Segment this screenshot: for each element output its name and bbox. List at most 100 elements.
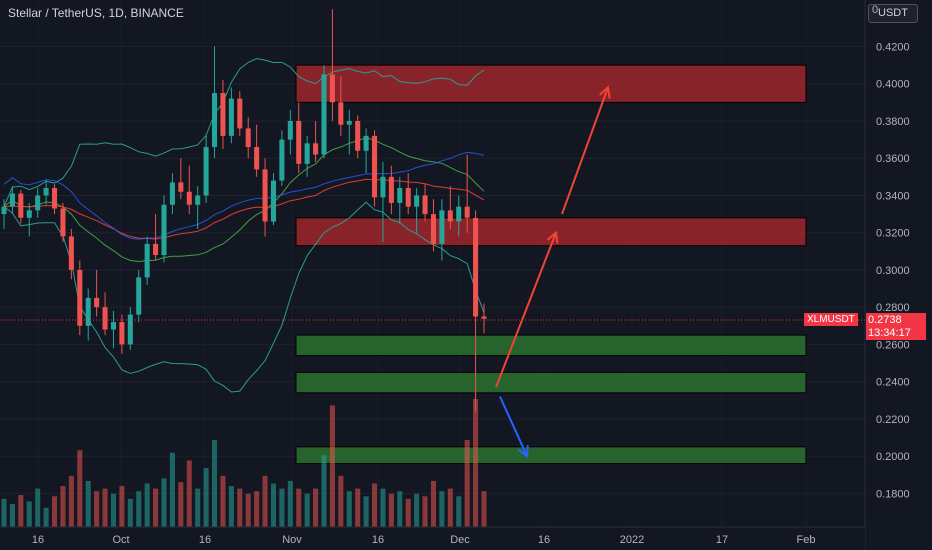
candle-body <box>329 74 335 103</box>
volume-bar <box>447 488 453 527</box>
volume-bar <box>372 483 378 527</box>
time-tick-label: Nov <box>282 534 302 546</box>
time-tick-label: 17 <box>716 534 728 546</box>
volume-bar <box>279 488 285 527</box>
time-axis-ticks: 16 Oct 16 Nov 16 Dec 16 2022 17 Feb <box>32 534 816 546</box>
volume-bar <box>195 488 201 527</box>
candle-body <box>405 188 411 207</box>
current-price-value: 0.2738 <box>866 313 926 327</box>
arrow-up-to-resistance <box>495 230 559 388</box>
volume-bar <box>237 488 243 527</box>
candle-body <box>473 217 479 317</box>
candle-body <box>397 188 403 203</box>
candle-body <box>212 93 218 148</box>
price-axis-top-partial: 0 <box>872 4 879 16</box>
candle-body <box>338 102 344 125</box>
time-tick-label: Oct <box>112 534 129 546</box>
price-tick-label: 0.2800 <box>876 302 910 314</box>
support-zone <box>295 446 807 465</box>
volume-bar <box>456 496 462 527</box>
volume-bar <box>9 503 15 527</box>
volume-bar <box>254 491 260 527</box>
candle-body <box>1 206 7 215</box>
candle-body <box>346 120 352 125</box>
volume-bar <box>228 486 234 527</box>
volume-bar <box>245 493 251 527</box>
volume-bar <box>212 439 218 527</box>
volume-bar <box>77 450 83 527</box>
candle-body <box>60 208 66 237</box>
volume-bar <box>363 496 369 527</box>
volume-bars <box>1 399 487 527</box>
candle-body <box>153 243 159 256</box>
candle-body <box>119 322 125 345</box>
candle-body <box>456 206 462 222</box>
time-tick-label: 16 <box>372 534 384 546</box>
candle-body <box>414 195 420 207</box>
candle-body <box>464 206 470 218</box>
volume-bar <box>43 507 49 527</box>
currency-button[interactable]: USDT <box>868 4 918 23</box>
candle-body <box>296 120 302 164</box>
volume-bar <box>439 491 445 527</box>
volume-bar <box>220 475 226 527</box>
candle-body <box>287 120 293 140</box>
arrow-up-to-resistance-shaft <box>495 232 557 388</box>
volume-bar <box>35 488 41 527</box>
volume-bar <box>397 491 403 527</box>
volume-bar <box>388 493 394 527</box>
volume-bar <box>161 478 167 527</box>
price-tick-label: 0.3000 <box>876 265 910 277</box>
volume-bar <box>60 486 66 527</box>
resistance-zone <box>295 64 807 103</box>
candle-body <box>380 176 386 198</box>
candle-body <box>110 322 116 330</box>
price-tick-label: 0.3200 <box>876 228 910 240</box>
bollinger-upper-line <box>3 58 485 207</box>
volume-bar <box>329 405 335 527</box>
time-axis[interactable] <box>0 527 865 550</box>
volume-bar <box>287 480 293 527</box>
moving-average-line <box>3 151 485 240</box>
volume-bar <box>26 501 32 527</box>
candle-body <box>144 243 150 278</box>
price-tick-label: 0.3800 <box>876 116 910 128</box>
support-zone <box>295 334 807 357</box>
volume-bar <box>52 496 58 527</box>
volume-bar <box>405 498 411 527</box>
symbol-price-tag: XLMUSDT <box>804 313 858 326</box>
candle-body <box>94 297 100 308</box>
price-axis[interactable] <box>865 0 932 550</box>
candle-body <box>237 98 243 129</box>
volume-bar <box>481 491 487 527</box>
arrow-up-to-target-head <box>599 85 611 99</box>
volume-bar <box>270 483 276 527</box>
candle-body <box>178 182 184 192</box>
volume-bar <box>380 488 386 527</box>
candle-body <box>279 139 285 181</box>
candle-body <box>186 191 192 205</box>
candle-body <box>372 135 378 198</box>
candle-body <box>262 169 268 222</box>
candle-body <box>9 193 15 207</box>
candle-body <box>422 195 428 215</box>
volume-bar <box>85 480 91 527</box>
candle-body <box>102 307 108 330</box>
volume-bar <box>136 491 142 527</box>
volume-bar <box>94 491 100 527</box>
support-zone <box>295 371 807 394</box>
volume-bar <box>144 483 150 527</box>
time-tick-label: 16 <box>538 534 550 546</box>
candle-body <box>313 143 319 155</box>
price-tick-label: 0.2000 <box>876 451 910 463</box>
time-tick-label: 16 <box>199 534 211 546</box>
price-tick-label: 0.4000 <box>876 79 910 91</box>
arrow-down-to-support-head <box>517 445 529 459</box>
price-tick-label: 0.1800 <box>876 488 910 500</box>
candle-body <box>439 210 445 244</box>
candle-body <box>203 147 209 196</box>
candle-body <box>18 193 24 218</box>
volume-bar <box>304 493 310 527</box>
candle-body <box>363 135 369 151</box>
